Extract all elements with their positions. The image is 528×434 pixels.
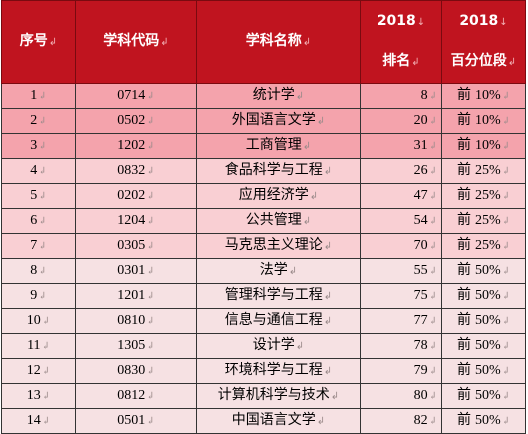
cell-discipline-name: 统计学↲ xyxy=(196,83,361,109)
cell-rank: 77↲ xyxy=(360,308,442,334)
cell-rank: 20↲ xyxy=(360,108,442,134)
cell-discipline-name: 马克思主义理论↲ xyxy=(196,233,361,259)
cell-percentile: 前 10%↲ xyxy=(441,83,526,109)
cell-seq: 4↲ xyxy=(1,158,76,184)
cell-percentile: 前 50%↲ xyxy=(441,308,526,334)
table-row: 14↲ 0501↲ 中国语言文学↲ 82↲ 前 50%↲ xyxy=(1,408,526,434)
table-row: 13↲ 0812↲ 计算机科学与技术↲ 80↲ 前 50%↲ xyxy=(1,383,526,409)
cell-discipline-name: 设计学↲ xyxy=(196,333,361,359)
table-row: 7↲ 0305↲ 马克思主义理论↲ 70↲ 前 25%↲ xyxy=(1,233,526,259)
cell-seq: 8↲ xyxy=(1,258,76,284)
cell-seq: 5↲ xyxy=(1,183,76,209)
header-code: 学科代码↲ xyxy=(75,0,197,84)
cell-seq: 10↲ xyxy=(1,308,76,334)
table-row: 11↲ 1305↲ 设计学↲ 78↲ 前 50%↲ xyxy=(1,333,526,359)
cell-code: 0832↲ xyxy=(75,158,197,184)
table-row: 10↲ 0810↲ 信息与通信工程↲ 77↲ 前 50%↲ xyxy=(1,308,526,334)
cell-code: 0502↲ xyxy=(75,108,197,134)
table-row: 2↲ 0502↲ 外国语言文学↲ 20↲ 前 10%↲ xyxy=(1,108,526,134)
cell-seq: 3↲ xyxy=(1,133,76,159)
cell-percentile: 前 50%↲ xyxy=(441,383,526,409)
cell-seq: 6↲ xyxy=(1,208,76,234)
cell-rank: 26↲ xyxy=(360,158,442,184)
cell-rank: 78↲ xyxy=(360,333,442,359)
cell-discipline-name: 应用经济学↲ xyxy=(196,183,361,209)
cell-percentile: 前 25%↲ xyxy=(441,233,526,259)
cell-discipline-name: 法学↲ xyxy=(196,258,361,284)
cell-percentile: 前 25%↲ xyxy=(441,183,526,209)
table-row: 3↲ 1202↲ 工商管理↲ 31↲ 前 10%↲ xyxy=(1,133,526,159)
table-row: 1↲ 0714↲ 统计学↲ 8↲ 前 10%↲ xyxy=(1,83,526,109)
cell-discipline-name: 外国语言文学↲ xyxy=(196,108,361,134)
table-row: 9↲ 1201↲ 管理科学与工程↲ 75↲ 前 50%↲ xyxy=(1,283,526,309)
cell-seq: 11↲ xyxy=(1,333,76,359)
cell-code: 0301↲ xyxy=(75,258,197,284)
cell-rank: 70↲ xyxy=(360,233,442,259)
cell-code: 0305↲ xyxy=(75,233,197,259)
cell-rank: 47↲ xyxy=(360,183,442,209)
cell-percentile: 前 10%↲ xyxy=(441,133,526,159)
table-row: 6↲ 1204↲ 公共管理↲ 54↲ 前 25%↲ xyxy=(1,208,526,234)
cell-code: 1305↲ xyxy=(75,333,197,359)
cell-rank: 8↲ xyxy=(360,83,442,109)
cell-percentile: 前 25%↲ xyxy=(441,208,526,234)
cell-discipline-name: 环境科学与工程↲ xyxy=(196,358,361,384)
table-header-row: 序号↲ 学科代码↲ 学科名称↲ 2018↓ 排名↲ 2018↓ 百分位段↲ xyxy=(1,0,526,84)
cell-code: 0202↲ xyxy=(75,183,197,209)
table-row: 8↲ 0301↲ 法学↲ 55↲ 前 50%↲ xyxy=(1,258,526,284)
cell-code: 1202↲ xyxy=(75,133,197,159)
cell-discipline-name: 食品科学与工程↲ xyxy=(196,158,361,184)
cell-percentile: 前 50%↲ xyxy=(441,408,526,434)
cell-discipline-name: 公共管理↲ xyxy=(196,208,361,234)
header-percentile: 2018↓ 百分位段↲ xyxy=(441,0,526,84)
cell-discipline-name: 计算机科学与技术↲ xyxy=(196,383,361,409)
cell-discipline-name: 管理科学与工程↲ xyxy=(196,283,361,309)
cell-percentile: 前 25%↲ xyxy=(441,158,526,184)
header-rank: 2018↓ 排名↲ xyxy=(360,0,442,84)
cell-seq: 13↲ xyxy=(1,383,76,409)
table-row: 4↲ 0832↲ 食品科学与工程↲ 26↲ 前 25%↲ xyxy=(1,158,526,184)
cell-code: 1204↲ xyxy=(75,208,197,234)
cell-percentile: 前 50%↲ xyxy=(441,283,526,309)
cell-seq: 1↲ xyxy=(1,83,76,109)
cell-seq: 12↲ xyxy=(1,358,76,384)
cell-percentile: 前 50%↲ xyxy=(441,258,526,284)
cell-code: 0714↲ xyxy=(75,83,197,109)
cell-rank: 31↲ xyxy=(360,133,442,159)
cell-seq: 14↲ xyxy=(1,408,76,434)
cell-discipline-name: 工商管理↲ xyxy=(196,133,361,159)
cell-seq: 2↲ xyxy=(1,108,76,134)
header-seq: 序号↲ xyxy=(1,0,76,84)
cell-rank: 82↲ xyxy=(360,408,442,434)
cell-rank: 75↲ xyxy=(360,283,442,309)
table-row: 5↲ 0202↲ 应用经济学↲ 47↲ 前 25%↲ xyxy=(1,183,526,209)
cell-rank: 55↲ xyxy=(360,258,442,284)
cell-percentile: 前 50%↲ xyxy=(441,358,526,384)
header-name: 学科名称↲ xyxy=(196,0,361,84)
cell-seq: 9↲ xyxy=(1,283,76,309)
cell-code: 0812↲ xyxy=(75,383,197,409)
cell-code: 0501↲ xyxy=(75,408,197,434)
table-row: 12↲ 0830↲ 环境科学与工程↲ 79↲ 前 50%↲ xyxy=(1,358,526,384)
cell-percentile: 前 10%↲ xyxy=(441,108,526,134)
cell-seq: 7↲ xyxy=(1,233,76,259)
cell-rank: 80↲ xyxy=(360,383,442,409)
cell-rank: 79↲ xyxy=(360,358,442,384)
cell-rank: 54↲ xyxy=(360,208,442,234)
cell-code: 0830↲ xyxy=(75,358,197,384)
cell-percentile: 前 50%↲ xyxy=(441,333,526,359)
cell-discipline-name: 中国语言文学↲ xyxy=(196,408,361,434)
cell-code: 1201↲ xyxy=(75,283,197,309)
cell-discipline-name: 信息与通信工程↲ xyxy=(196,308,361,334)
cell-code: 0810↲ xyxy=(75,308,197,334)
